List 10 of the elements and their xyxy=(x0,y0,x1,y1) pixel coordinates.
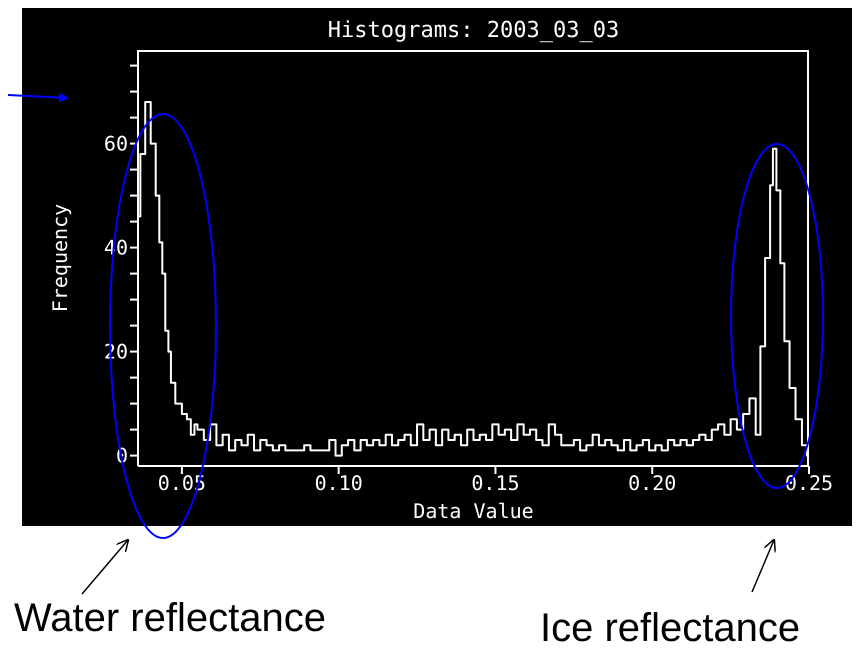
x-axis-title: Data Value xyxy=(413,499,534,523)
x-tick-label: 0.15 xyxy=(471,471,520,496)
text: Water reflectance xyxy=(14,596,326,641)
y-axis-title: Frequency xyxy=(48,204,72,312)
y-tick-label: 60 xyxy=(104,132,128,156)
x-tick-label: 0.10 xyxy=(314,471,363,496)
x-tick-label: 0.25 xyxy=(784,471,834,496)
chart-title: Histograms: 2003_03_03 xyxy=(326,18,620,43)
x-tick-label: 0.20 xyxy=(628,471,676,496)
text: Ice reflectance xyxy=(540,606,800,651)
